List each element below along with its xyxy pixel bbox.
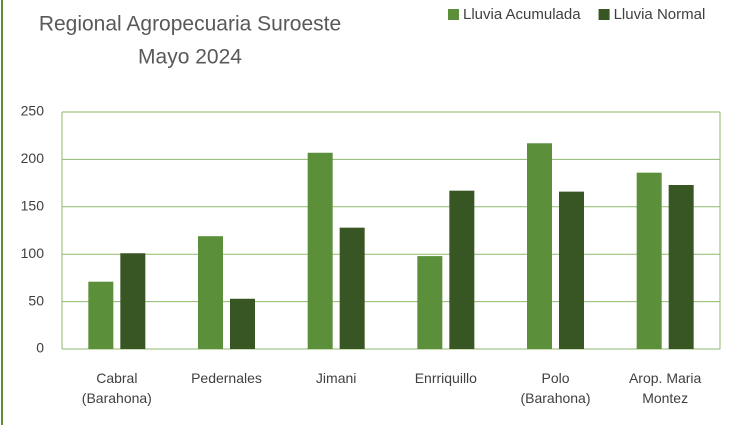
y-tick-label: 250: [21, 103, 45, 119]
bar: [307, 152, 333, 349]
legend-swatch: [598, 9, 610, 20]
bar: [668, 184, 694, 349]
legend-label: Lluvia Normal: [614, 6, 706, 23]
bar: [559, 191, 584, 349]
y-tick-label: 0: [36, 340, 44, 356]
bar: [527, 143, 552, 349]
x-tick-label: Polo (Barahona): [520, 370, 591, 406]
x-tick-label: Cabral (Barahona): [81, 370, 152, 406]
y-tick-label: 100: [21, 245, 45, 261]
x-tick-label: Pedernales: [191, 370, 262, 386]
bar: [339, 227, 365, 349]
bar: [449, 190, 475, 349]
x-tick-label: Arop. Maria Montez: [628, 370, 702, 406]
legend-swatch: [448, 9, 459, 20]
chart-title: Regional Agropecuaria Suroeste: [39, 13, 341, 36]
y-tick-label: 200: [21, 150, 45, 166]
y-tick-label: 50: [28, 292, 44, 308]
chart-subtitle: Mayo 2024: [138, 46, 242, 69]
bar: [636, 172, 662, 349]
bar: [230, 298, 255, 349]
bar: [88, 281, 114, 349]
legend-label: Lluvia Acumulada: [463, 6, 581, 23]
x-tick-label: Jimani: [315, 370, 357, 386]
bar: [120, 253, 146, 349]
bar: [417, 256, 443, 349]
y-tick-label: 150: [21, 198, 45, 214]
bar: [198, 236, 223, 349]
x-tick-label: Enrriquillo: [414, 370, 477, 386]
